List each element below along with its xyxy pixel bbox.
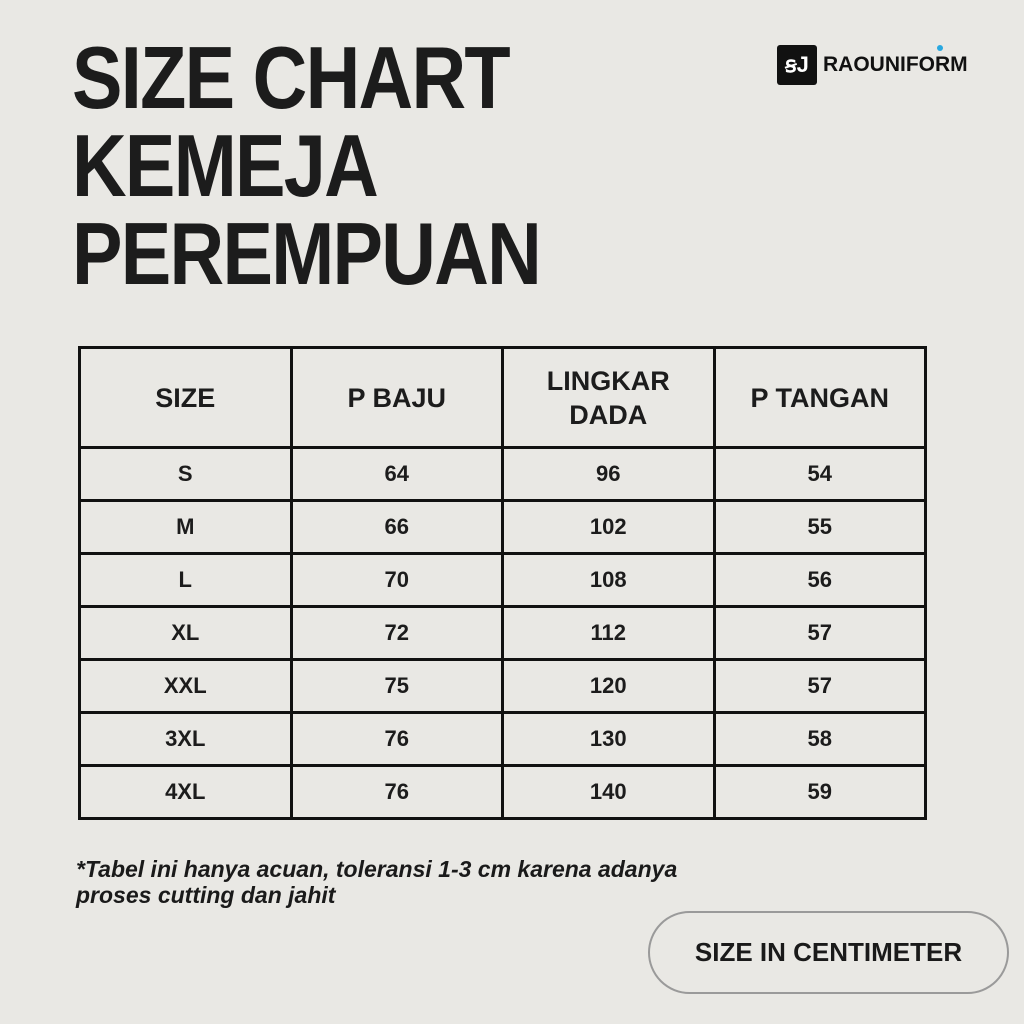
table-cell: 58 — [712, 711, 927, 767]
table-cell: XL — [78, 605, 293, 661]
table-row: XXL 75 120 57 — [78, 658, 927, 714]
brand-logo: ꞩJ RAOUNIFORM — [777, 45, 968, 85]
table-cell: 57 — [712, 658, 927, 714]
table-cell: 59 — [712, 764, 927, 820]
page-title: SIZE CHART KEMEJA PEREMPUAN — [72, 28, 542, 303]
table-cell: 140 — [501, 764, 716, 820]
header-p-baju: P BAJU — [289, 346, 504, 449]
tolerance-note: *Tabel ini hanya acuan, toleransi 1-3 cm… — [76, 856, 677, 908]
table-cell: 64 — [289, 446, 504, 502]
table-cell: 130 — [501, 711, 716, 767]
table-cell: 66 — [289, 499, 504, 555]
title-line: PEREMPUAN — [72, 204, 542, 303]
logo-mark-icon: ꞩJ — [777, 45, 817, 85]
table-row: 3XL 76 130 58 — [78, 711, 927, 767]
table-cell: 108 — [501, 552, 716, 608]
table-row: XL 72 112 57 — [78, 605, 927, 661]
size-table: SIZE P BAJU LINGKAR DADA P TANGAN S 64 96 5… — [78, 346, 927, 820]
table-cell: 72 — [289, 605, 504, 661]
title-line: SIZE CHART — [72, 28, 511, 127]
table-cell: 57 — [712, 605, 927, 661]
table-cell: 76 — [289, 764, 504, 820]
table-row: 4XL 76 140 59 — [78, 764, 927, 820]
table-cell: S — [78, 446, 293, 502]
title-line: KEMEJA — [72, 116, 379, 215]
header-p-tangan: P TANGAN — [712, 346, 927, 449]
header-size: SIZE — [78, 346, 293, 449]
table-row: M 66 102 55 — [78, 499, 927, 555]
table-cell: 55 — [712, 499, 927, 555]
note-line: proses cutting dan jahit — [76, 882, 336, 908]
table-cell: 3XL — [78, 711, 293, 767]
brand-name-text: RAOUNIFORM — [823, 53, 968, 76]
table-cell: 4XL — [78, 764, 293, 820]
header-lingkar-dada: LINGKAR DADA — [501, 346, 716, 449]
table-cell: 96 — [501, 446, 716, 502]
table-cell: 112 — [501, 605, 716, 661]
table-cell: 54 — [712, 446, 927, 502]
note-line: *Tabel ini hanya acuan, toleransi 1-3 cm… — [76, 856, 678, 882]
table-cell: L — [78, 552, 293, 608]
table-header-row: SIZE P BAJU LINGKAR DADA P TANGAN — [78, 346, 927, 449]
table-cell: 102 — [501, 499, 716, 555]
table-cell: 76 — [289, 711, 504, 767]
table-cell: M — [78, 499, 293, 555]
table-cell: 70 — [289, 552, 504, 608]
table-cell: XXL — [78, 658, 293, 714]
table-cell: 56 — [712, 552, 927, 608]
units-badge: SIZE IN CENTIMETER — [648, 911, 1009, 994]
table-cell: 120 — [501, 658, 716, 714]
table-row: L 70 108 56 — [78, 552, 927, 608]
table-row: S 64 96 54 — [78, 446, 927, 502]
table-cell: 75 — [289, 658, 504, 714]
brand-name: RAOUNIFORM — [823, 45, 968, 77]
brand-dot-icon — [937, 45, 943, 51]
